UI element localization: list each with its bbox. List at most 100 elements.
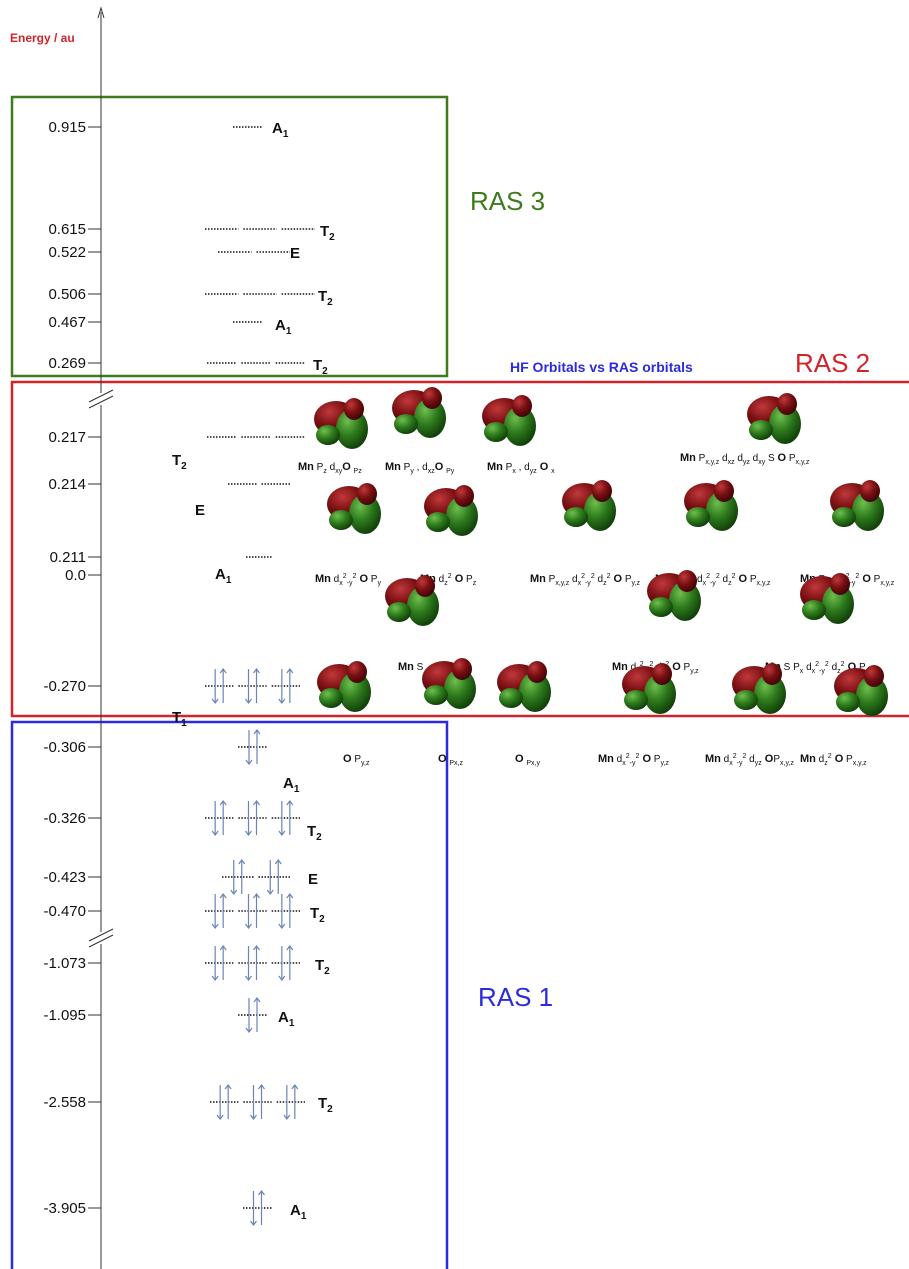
symmetry-sub: 1 [226, 575, 232, 586]
caption-part: y [377, 580, 381, 587]
lobe [832, 507, 856, 527]
symmetry-label: E [195, 502, 205, 519]
caption-part: Mn [800, 753, 816, 765]
caption-part: -y [710, 580, 716, 587]
caption-part: x [339, 580, 343, 587]
caption-part: Mn [680, 452, 696, 464]
symmetry: E [308, 871, 318, 888]
caption-part: , d [516, 462, 530, 473]
symmetry: A [272, 120, 283, 137]
symmetry-label: T1 [172, 709, 187, 729]
caption-part: -y [819, 668, 825, 675]
symmetry: T [172, 452, 181, 469]
ras1-box [12, 722, 447, 1269]
caption-part: O [356, 573, 368, 585]
caption-part: Pz [354, 468, 363, 475]
lobe [347, 661, 367, 683]
axis-label: Energy / au [10, 31, 75, 45]
energy-label: -0.470 [43, 903, 86, 920]
caption-part: d [721, 754, 729, 765]
caption-part: y,z [660, 760, 669, 767]
symmetry-sub: 2 [327, 297, 333, 308]
caption-part: y,z [690, 668, 699, 675]
lobe [624, 690, 648, 710]
caption-part: x,y,z [880, 580, 894, 587]
orbital-surface [732, 663, 786, 714]
orbital-caption: Mn dx2-y2 O Py [315, 573, 381, 587]
caption-part: P [503, 462, 513, 473]
symmetry: A [290, 1202, 301, 1219]
caption-part: O [610, 573, 622, 585]
caption-part: S [765, 453, 777, 464]
lobe [499, 688, 523, 708]
energy-label: -1.073 [43, 955, 86, 972]
symmetry-sub: 2 [322, 366, 328, 377]
lobe [677, 570, 697, 592]
lobe [564, 507, 588, 527]
orbital-caption: O Py,z [343, 753, 370, 767]
caption-part: 2 [626, 753, 630, 760]
energy-label: -0.326 [43, 810, 86, 827]
caption-part: Mn [385, 461, 401, 473]
orbital-surface [424, 485, 478, 536]
caption-part: Mn [487, 461, 503, 473]
caption-part: d [735, 453, 743, 464]
caption-part: z [824, 760, 828, 767]
caption-part: z [444, 580, 448, 587]
symmetry: T [313, 357, 322, 374]
caption-part: O [452, 573, 464, 585]
caption-part: d [569, 574, 577, 585]
lobe [344, 398, 364, 420]
caption-part: 2 [343, 573, 347, 580]
orbital-surface [647, 570, 701, 621]
symmetry: A [278, 1009, 289, 1026]
lobe [802, 600, 826, 620]
symmetry: T [172, 709, 181, 726]
caption-part: -y [850, 580, 856, 587]
lobe [484, 422, 508, 442]
symmetry: E [195, 502, 205, 519]
symmetry-sub: 2 [181, 461, 187, 472]
caption-part: Mn [298, 461, 314, 473]
caption-part: d [719, 453, 727, 464]
caption-part: d [816, 754, 824, 765]
caption-part: z [603, 580, 607, 587]
symmetry-label: E [308, 871, 318, 888]
caption-part: x [729, 760, 733, 767]
energy-label: 0.211 [50, 549, 86, 566]
caption-part: P [681, 662, 691, 673]
symmetry: T [315, 957, 324, 974]
caption-part: P [401, 462, 411, 473]
energy-label: -3.905 [43, 1200, 86, 1217]
caption-part: d [327, 462, 335, 473]
caption-part: O [537, 461, 549, 473]
lobe [762, 663, 782, 685]
caption-part: x [703, 580, 707, 587]
orbital-surface [385, 575, 439, 626]
energy-label: 0.214 [48, 476, 86, 493]
symmetry-label: T2 [318, 1095, 333, 1115]
caption-part: d [331, 574, 339, 585]
caption-part: d [595, 574, 603, 585]
caption-part: -y [737, 760, 743, 767]
symmetry-label: T2 [313, 357, 328, 377]
caption-part: d [436, 574, 444, 585]
symmetry-label: T2 [310, 905, 325, 925]
lobe [415, 575, 435, 597]
lobe [714, 480, 734, 502]
symmetry-sub: 1 [181, 718, 187, 729]
orbital-surface [392, 387, 446, 438]
caption-part: -y [585, 580, 591, 587]
symmetry: A [215, 566, 226, 583]
orbital-caption: Mn Px,y,z dxz dyz dxy S O Px,y,z [680, 452, 810, 466]
orbital-caption: Mn Pz dxyO Pz [298, 461, 362, 475]
caption-part: z [728, 580, 732, 587]
orbital-caption: Mn dx2-y2 O Py,z [598, 753, 669, 767]
symmetry: T [318, 1095, 327, 1112]
caption-part: P [314, 462, 324, 473]
caption-part: Px,y [526, 760, 540, 767]
energy-label: 0.217 [48, 429, 86, 446]
caption-part: x,y,z [705, 459, 719, 466]
energy-diagram: Energy / au RAS 3 RAS 2 HF Orbitals vs R… [0, 0, 909, 1269]
symmetry-sub: 2 [324, 966, 330, 977]
